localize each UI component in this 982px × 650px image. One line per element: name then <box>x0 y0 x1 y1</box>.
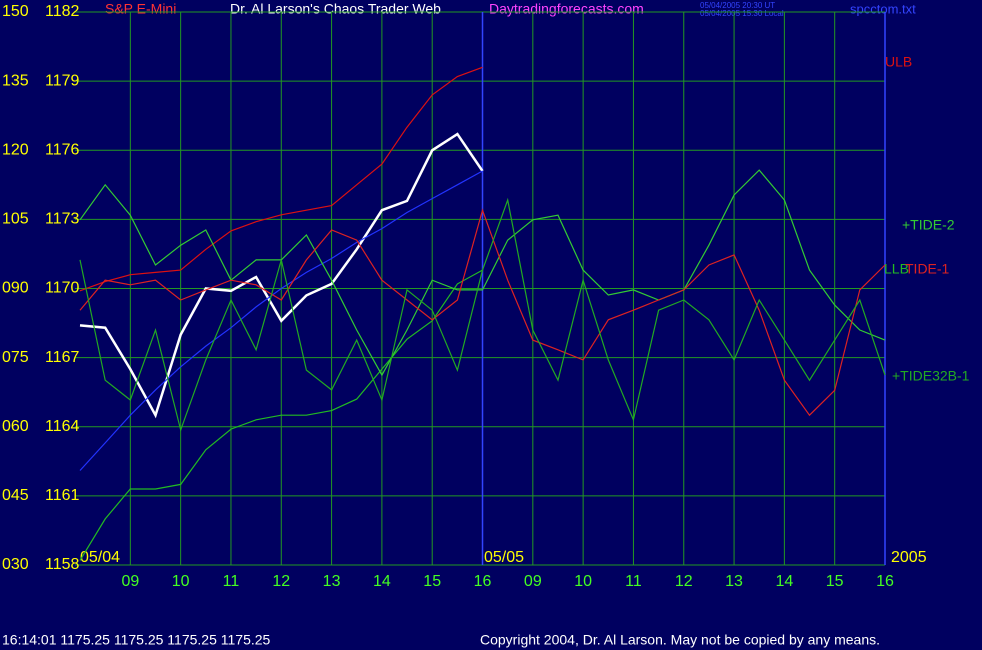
x-tick-label: 12 <box>272 573 290 590</box>
quote-line: 16:14:01 1175.25 1175.25 1175.25 1175.25 <box>2 632 271 648</box>
x-tick-label: 13 <box>323 573 341 590</box>
y-tick-label: 060 <box>2 418 29 435</box>
y2-tick-label: 1158 <box>45 556 80 573</box>
y-tick-label: 120 <box>2 141 29 158</box>
date-label: 05/05 <box>484 549 524 566</box>
y-tick-label: 030 <box>2 556 29 573</box>
y-tick-label: 135 <box>2 72 29 89</box>
x-tick-label: 14 <box>775 573 793 590</box>
y2-tick-label: 1179 <box>45 72 80 89</box>
x-tick-label: 09 <box>121 573 139 590</box>
x-tick-label: 16 <box>876 573 894 590</box>
series-line <box>79 197 886 433</box>
y2-tick-label: 1161 <box>45 487 80 504</box>
y2-tick-label: 1170 <box>45 280 80 297</box>
legend-entry: TIDE-1 <box>905 261 950 277</box>
series-line <box>79 208 886 417</box>
y-tick-label: 045 <box>2 487 29 504</box>
series-line <box>79 269 483 561</box>
y2-tick-label: 1182 <box>45 3 80 20</box>
timestamp: 05/04/2005 20:30 UT <box>700 1 775 10</box>
x-tick-label: 09 <box>524 573 542 590</box>
x-tick-label: 10 <box>172 573 190 590</box>
x-tick-label: 10 <box>574 573 592 590</box>
x-tick-label: 15 <box>423 573 441 590</box>
y-tick-label: 090 <box>2 280 29 297</box>
series-line <box>79 169 886 377</box>
legend-entry: LLB <box>884 261 909 277</box>
file-name: spcctom.txt <box>850 1 916 16</box>
y-tick-label: 075 <box>2 349 29 366</box>
y-tick-label: 105 <box>2 211 29 228</box>
chart-subtitle: Daytradingforecasts.com <box>489 1 644 17</box>
series-line <box>79 66 483 292</box>
series-line <box>79 132 484 419</box>
copyright: Copyright 2004, Dr. Al Larson. May not b… <box>480 632 880 648</box>
x-tick-label: 12 <box>675 573 693 590</box>
x-tick-label: 11 <box>223 573 240 590</box>
legend-entry: +TIDE-2 <box>902 217 955 233</box>
y2-tick-label: 1173 <box>45 211 80 228</box>
timestamp: 05/04/2005 15:30 Local <box>700 9 784 18</box>
x-tick-label: 15 <box>826 573 844 590</box>
x-tick-label: 16 <box>474 573 492 590</box>
instrument-label: S&P E-Mini <box>105 1 176 17</box>
series-line <box>79 170 483 471</box>
date-label: 2005 <box>891 549 927 566</box>
y-tick-label: 150 <box>2 3 29 20</box>
y2-tick-label: 1167 <box>45 349 80 366</box>
x-tick-label: 11 <box>625 573 642 590</box>
chart-title: Dr. Al Larson's Chaos Trader Web <box>230 1 441 17</box>
x-tick-label: 13 <box>725 573 743 590</box>
x-tick-label: 14 <box>373 573 391 590</box>
y2-tick-label: 1176 <box>45 141 80 158</box>
legend-entry: ULB <box>885 54 912 70</box>
y2-tick-label: 1164 <box>45 418 80 435</box>
legend-entry: +TIDE32B-1 <box>892 368 970 384</box>
date-label: 05/04 <box>80 549 120 566</box>
